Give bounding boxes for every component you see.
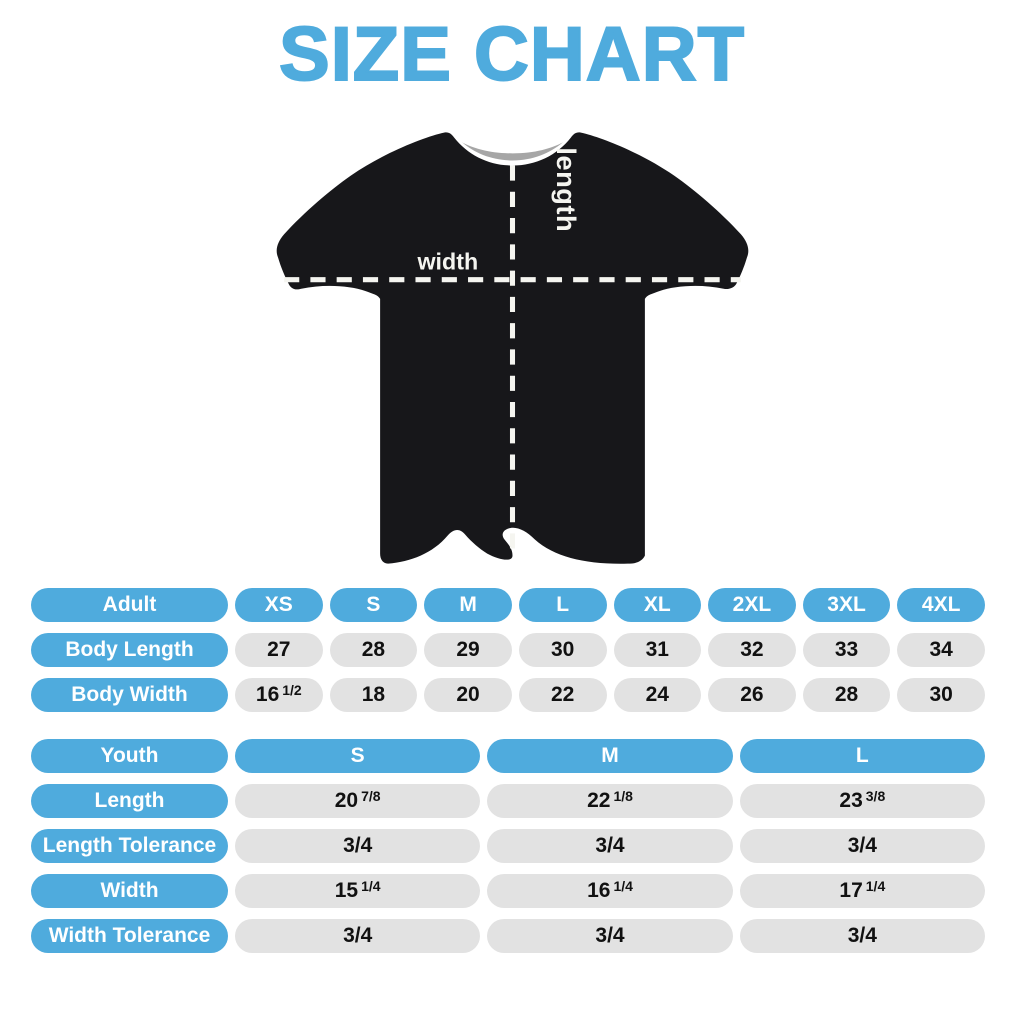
svg-text:length: length — [551, 147, 582, 232]
svg-text:width: width — [416, 249, 478, 275]
